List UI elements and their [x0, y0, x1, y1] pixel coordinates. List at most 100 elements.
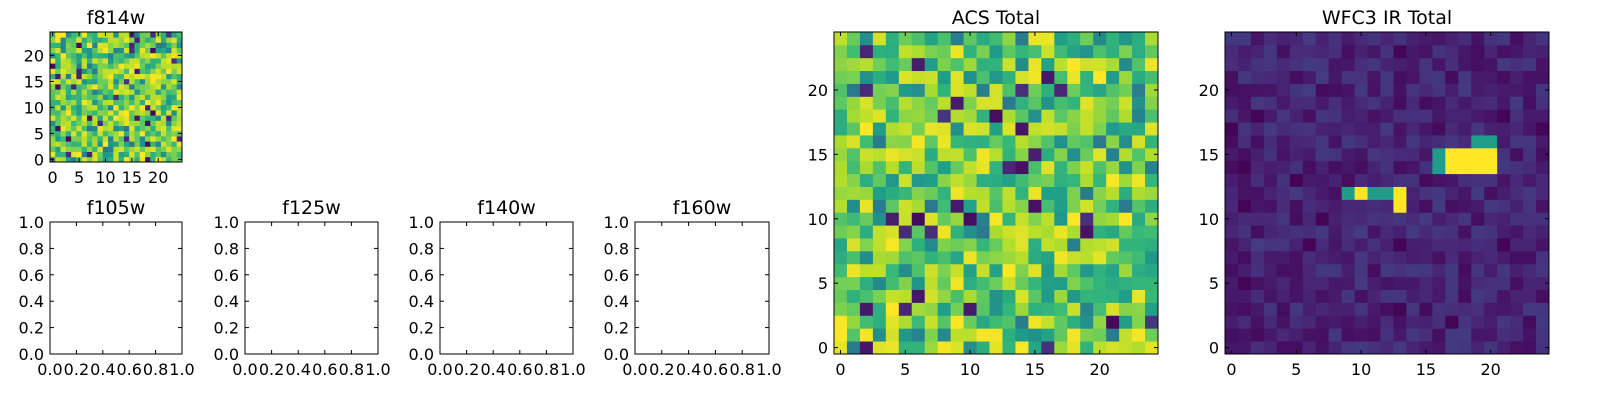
- heatmap-cell: [1315, 225, 1330, 239]
- heatmap-cell: [1093, 70, 1107, 84]
- heatmap-cell: [1028, 44, 1042, 59]
- heatmap-cell: [123, 63, 130, 69]
- heatmap-cell: [1354, 96, 1368, 110]
- heatmap-cell: [1080, 32, 1094, 46]
- heatmap-cell: [846, 147, 861, 162]
- heatmap-cell: [1406, 96, 1420, 110]
- heatmap-cell: [1250, 276, 1265, 290]
- heatmap-cell: [102, 47, 109, 54]
- heatmap-cell: [176, 42, 183, 48]
- heatmap-cell: [1380, 83, 1394, 97]
- heatmap-cell: [50, 141, 56, 147]
- heatmap-cell: [171, 110, 178, 116]
- heatmap-cell: [86, 136, 93, 142]
- heatmap-cell: [1393, 70, 1407, 84]
- heatmap-cell: [1302, 263, 1317, 278]
- heatmap-cell: [1302, 289, 1317, 303]
- heatmap-cell: [885, 44, 900, 59]
- heatmap-cell: [1276, 250, 1291, 265]
- heatmap-cell: [65, 156, 72, 163]
- heatmap-cell: [1237, 173, 1252, 187]
- heatmap-cell: [139, 146, 146, 152]
- heatmap-cell: [139, 110, 146, 116]
- heatmap-cell: [911, 302, 926, 316]
- heatmap-cell: [1510, 122, 1524, 136]
- heatmap-cell: [92, 89, 98, 95]
- heatmap-cell: [1341, 199, 1355, 213]
- heatmap-cell: [1380, 328, 1394, 342]
- heatmap-cell: [171, 37, 178, 43]
- heatmap-cell: [50, 89, 56, 95]
- heatmap-cell: [1445, 328, 1459, 342]
- heatmap-cell: [963, 70, 977, 84]
- heatmap-cell: [171, 125, 178, 132]
- heatmap-cell: [1132, 96, 1146, 110]
- heatmap-cell: [1406, 147, 1420, 162]
- heatmap-cell: [1276, 147, 1291, 162]
- heatmap-cell: [1445, 173, 1459, 187]
- heatmap-cell: [81, 68, 88, 74]
- heatmap-cell: [150, 32, 156, 38]
- heatmap-cell: [102, 125, 109, 132]
- heatmap-cell: [846, 328, 861, 342]
- heatmap-cell: [1080, 109, 1094, 123]
- heatmap-cell: [924, 212, 939, 226]
- heatmap-cell: [50, 94, 56, 100]
- heatmap-cell: [950, 160, 964, 175]
- heatmap-cell: [71, 136, 77, 142]
- heatmap-cell: [1354, 135, 1368, 149]
- heatmap-cell: [60, 52, 67, 59]
- heatmap-cell: [859, 109, 874, 123]
- heatmap-cell: [102, 104, 109, 111]
- heatmap-cell: [113, 73, 120, 80]
- heatmap-cell: [76, 151, 83, 158]
- heatmap-cell: [1497, 250, 1511, 265]
- heatmap-cell: [1250, 186, 1265, 200]
- heatmap-cell: [1002, 122, 1016, 136]
- heatmap-cell: [92, 146, 98, 152]
- heatmap-cell: [60, 125, 67, 132]
- heatmap-cell: [1536, 96, 1550, 110]
- heatmap-cell: [1302, 173, 1317, 187]
- heatmap-cell: [86, 73, 93, 80]
- heatmap-cell: [1054, 186, 1068, 200]
- heatmap-cell: [1250, 199, 1265, 213]
- heatmap-cell: [1484, 276, 1498, 290]
- heatmap-cell: [1471, 328, 1485, 342]
- heatmap-cell: [1315, 96, 1330, 110]
- heatmap-cell: [1406, 276, 1420, 290]
- heatmap-cell: [1367, 199, 1381, 213]
- heatmap-cell: [872, 109, 887, 123]
- heatmap-cell: [1119, 109, 1133, 123]
- heatmap-cell: [1367, 147, 1381, 162]
- heatmap-cell: [1225, 212, 1239, 226]
- heatmap-cell: [1471, 276, 1485, 290]
- heatmap-cell: [1523, 341, 1537, 355]
- heatmap-cell: [150, 130, 156, 137]
- heatmap-cell: [1015, 160, 1029, 175]
- heatmap-cell: [1106, 276, 1120, 290]
- heatmap-cell: [1002, 263, 1016, 278]
- heatmap-cell: [976, 147, 990, 162]
- heatmap-cell: [65, 58, 72, 64]
- y-tick-label: 0.2: [19, 319, 44, 338]
- heatmap-cell: [1015, 186, 1029, 200]
- heatmap-cell: [989, 250, 1003, 265]
- heatmap-cell: [123, 37, 130, 43]
- heatmap-cell: [1302, 302, 1317, 316]
- heatmap-cell: [1510, 328, 1524, 342]
- x-tick-label: 0.2: [454, 360, 479, 379]
- heatmap-cell: [1119, 135, 1133, 149]
- heatmap-cell: [60, 99, 67, 106]
- heatmap-cell: [989, 70, 1003, 84]
- heatmap-cell: [76, 58, 83, 64]
- heatmap-cell: [1419, 289, 1433, 303]
- heatmap-cell: [1041, 147, 1055, 162]
- heatmap-cell: [1067, 250, 1081, 265]
- heatmap-cell: [898, 302, 913, 316]
- heatmap-cell: [1028, 315, 1042, 329]
- heatmap-cell: [1237, 186, 1252, 200]
- heatmap-cell: [1484, 147, 1498, 162]
- heatmap-cell: [1028, 186, 1042, 200]
- heatmap-cell: [989, 315, 1003, 329]
